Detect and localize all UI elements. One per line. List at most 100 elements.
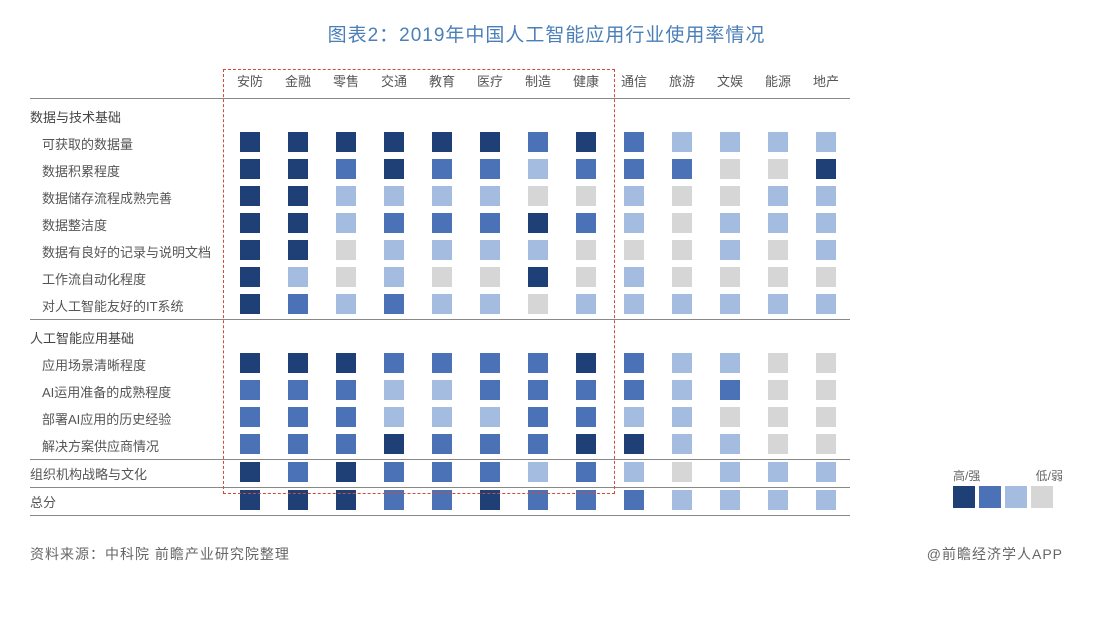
matrix-cell [754, 405, 802, 432]
matrix-cell [754, 351, 802, 378]
matrix-cell [706, 378, 754, 405]
matrix-cell [226, 265, 274, 292]
matrix-cell [370, 157, 418, 184]
matrix-cell [370, 405, 418, 432]
matrix-cell [370, 292, 418, 319]
matrix-cell [466, 238, 514, 265]
matrix-cell [226, 432, 274, 459]
matrix-cell [370, 488, 418, 516]
matrix-cell [802, 238, 850, 265]
matrix-cell [658, 351, 706, 378]
matrix-cell [466, 211, 514, 238]
legend-swatch [1005, 486, 1027, 508]
matrix-cell [418, 184, 466, 211]
matrix-cell [370, 460, 418, 488]
matrix-cell [418, 130, 466, 157]
matrix-cell [274, 265, 322, 292]
chart-title: 图表2：2019年中国人工智能应用行业使用率情况 [30, 20, 1063, 47]
matrix-cell [226, 292, 274, 319]
matrix-cell [562, 157, 610, 184]
matrix-cell [706, 184, 754, 211]
legend-swatch [953, 486, 975, 508]
matrix-cell [226, 405, 274, 432]
matrix-cell [226, 351, 274, 378]
matrix-cell [754, 292, 802, 319]
matrix-cell [610, 460, 658, 488]
row-label: 数据有良好的记录与说明文档 [30, 238, 226, 265]
matrix-cell [706, 488, 754, 516]
matrix-cell [274, 488, 322, 516]
matrix-cell [562, 238, 610, 265]
matrix-cell [562, 460, 610, 488]
column-header: 制造 [514, 67, 562, 98]
matrix-cell [802, 460, 850, 488]
matrix-cell [274, 184, 322, 211]
matrix-cell [466, 432, 514, 459]
matrix-cell [418, 378, 466, 405]
column-header: 金融 [274, 67, 322, 98]
matrix-cell [322, 292, 370, 319]
matrix-cell [370, 130, 418, 157]
matrix-cell [418, 238, 466, 265]
matrix-cell [658, 488, 706, 516]
matrix-cell [610, 405, 658, 432]
matrix-cell [658, 157, 706, 184]
legend-swatch [1031, 486, 1053, 508]
matrix-cell [802, 130, 850, 157]
matrix-cell [274, 405, 322, 432]
matrix-cell [274, 238, 322, 265]
matrix-cell [610, 265, 658, 292]
matrix-cell [274, 211, 322, 238]
matrix-cell [562, 351, 610, 378]
column-header: 通信 [610, 67, 658, 98]
matrix-cell [322, 238, 370, 265]
matrix-cell [514, 211, 562, 238]
matrix-cell [610, 157, 658, 184]
matrix-cell [802, 265, 850, 292]
matrix-cell [466, 460, 514, 488]
column-header: 文娱 [706, 67, 754, 98]
matrix-cell [514, 238, 562, 265]
matrix-cell [658, 405, 706, 432]
matrix-cell [226, 184, 274, 211]
matrix-cell [466, 378, 514, 405]
matrix-cell [514, 432, 562, 459]
matrix-cell [658, 292, 706, 319]
column-header: 交通 [370, 67, 418, 98]
matrix-cell [754, 211, 802, 238]
matrix-cell [706, 351, 754, 378]
row-label: 组织机构战略与文化 [30, 460, 226, 488]
matrix-cell [610, 130, 658, 157]
chart-container: 安防金融零售交通教育医疗制造健康通信旅游文娱能源地产数据与技术基础可获取的数据量… [30, 67, 1063, 516]
matrix-cell [706, 238, 754, 265]
column-header: 教育 [418, 67, 466, 98]
matrix-cell [754, 265, 802, 292]
row-label: 总分 [30, 488, 226, 516]
matrix-cell [226, 460, 274, 488]
matrix-cell [274, 130, 322, 157]
attribution-text: @前瞻经济学人APP [927, 544, 1063, 564]
matrix-cell [226, 378, 274, 405]
matrix-cell [322, 265, 370, 292]
matrix-cell [418, 157, 466, 184]
matrix-cell [802, 351, 850, 378]
matrix-cell [562, 292, 610, 319]
matrix-cell [322, 488, 370, 516]
matrix-cell [514, 292, 562, 319]
matrix-cell [418, 432, 466, 459]
matrix-cell [610, 238, 658, 265]
column-header: 健康 [562, 67, 610, 98]
matrix-cell [322, 130, 370, 157]
matrix-cell [466, 351, 514, 378]
matrix-cell [658, 378, 706, 405]
matrix-cell [274, 378, 322, 405]
row-label: 应用场景清晰程度 [30, 351, 226, 378]
matrix-cell [466, 265, 514, 292]
matrix-cell [466, 488, 514, 516]
section-header: 人工智能应用基础 [30, 320, 850, 352]
matrix-cell [226, 488, 274, 516]
matrix-cell [706, 130, 754, 157]
matrix-cell [802, 405, 850, 432]
matrix-cell [514, 351, 562, 378]
column-header: 零售 [322, 67, 370, 98]
